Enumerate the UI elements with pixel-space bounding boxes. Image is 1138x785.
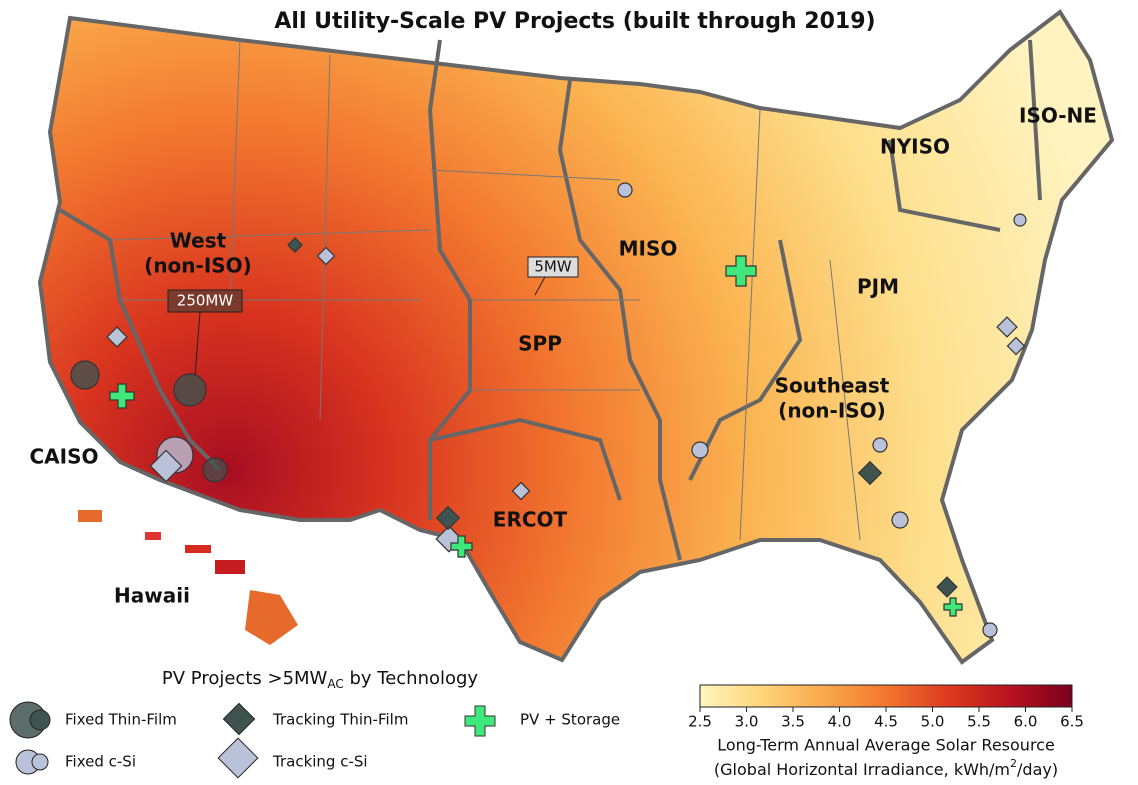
region-label: Southeast xyxy=(775,374,890,398)
legend-label: Fixed c-Si xyxy=(65,753,136,771)
iso-borders xyxy=(58,39,1042,561)
colorbar-label-end: /day) xyxy=(1017,760,1058,779)
region-label: (non-ISO) xyxy=(144,254,252,278)
legend-label: Fixed Thin-Film xyxy=(65,711,177,729)
colorbar-tick-label: 4.0 xyxy=(828,713,852,731)
scale-annotations xyxy=(167,256,579,376)
region-labels: West(non-ISO)CAISOHawaiiSPPERCOTMISOPJMN… xyxy=(29,104,1096,608)
legend-title-text: PV Projects >5MW xyxy=(162,668,328,689)
region-label: ERCOT xyxy=(493,508,568,532)
legend-icon xyxy=(222,702,256,736)
legend-icon xyxy=(31,753,49,771)
legend-title: PV Projects >5MWAC by Technology xyxy=(162,668,479,691)
us-map xyxy=(37,9,1115,665)
map-title: All Utility-Scale PV Projects (built thr… xyxy=(274,9,875,34)
colorbar-tick-label: 5.0 xyxy=(921,713,945,731)
scale-annotation: 250MW xyxy=(177,292,234,310)
scale-annotation: 5MW xyxy=(534,258,571,276)
colorbar-tick-label: 3.5 xyxy=(781,713,805,731)
region-label: SPP xyxy=(518,332,562,356)
region-label: MISO xyxy=(619,237,678,261)
region-label: PJM xyxy=(857,275,899,299)
us-outline xyxy=(37,9,1115,665)
region-label: West xyxy=(170,229,227,253)
legend-label: PV + Storage xyxy=(520,711,620,729)
region-label: ISO-NE xyxy=(1019,104,1097,128)
region-label: CAISO xyxy=(29,445,98,469)
colorbar-label-superscript: 2 xyxy=(1010,757,1017,770)
region-label: NYISO xyxy=(880,135,950,159)
project-markers xyxy=(70,182,1027,638)
legend-icon xyxy=(29,709,51,731)
colorbar: 2.5 3.0 3.5 4.0 4.5 5.0 5.5 6.0 6.5 Long-Term Ann… xyxy=(688,684,1084,779)
colorbar-label: Long-Term Annual Average Solar Resource xyxy=(717,736,1055,755)
colorbar-tick-label: 5.5 xyxy=(967,713,991,731)
legend-icon xyxy=(464,705,496,737)
colorbar-tick-label: 6.5 xyxy=(1060,713,1084,731)
colorbar-tick-label: 6.0 xyxy=(1014,713,1038,731)
region-label: Hawaii xyxy=(114,584,190,608)
colorbar-label-text: (Global Horizontal Irradiance, kWh/m xyxy=(714,760,1010,779)
colorbar-ramp xyxy=(699,684,1073,708)
legend-label: Tracking Thin-Film xyxy=(272,711,408,729)
legend-label: Tracking c-Si xyxy=(272,753,368,771)
colorbar-label: (Global Horizontal Irradiance, kWh/m2/da… xyxy=(714,757,1058,779)
hawaii-islands xyxy=(78,510,298,645)
colorbar-tick-label: 4.5 xyxy=(874,713,898,731)
colorbar-tick-label: 2.5 xyxy=(688,713,712,731)
region-label: (non-ISO) xyxy=(778,399,886,423)
legend: PV Projects >5MWAC by Technology Fixed Th… xyxy=(9,668,620,779)
state-borders xyxy=(109,39,861,541)
legend-title-subscript: AC xyxy=(327,677,343,691)
legend-title-suffix: by Technology xyxy=(344,668,479,689)
colorbar-tick-label: 3.0 xyxy=(735,713,759,731)
legend-icon xyxy=(217,737,259,779)
